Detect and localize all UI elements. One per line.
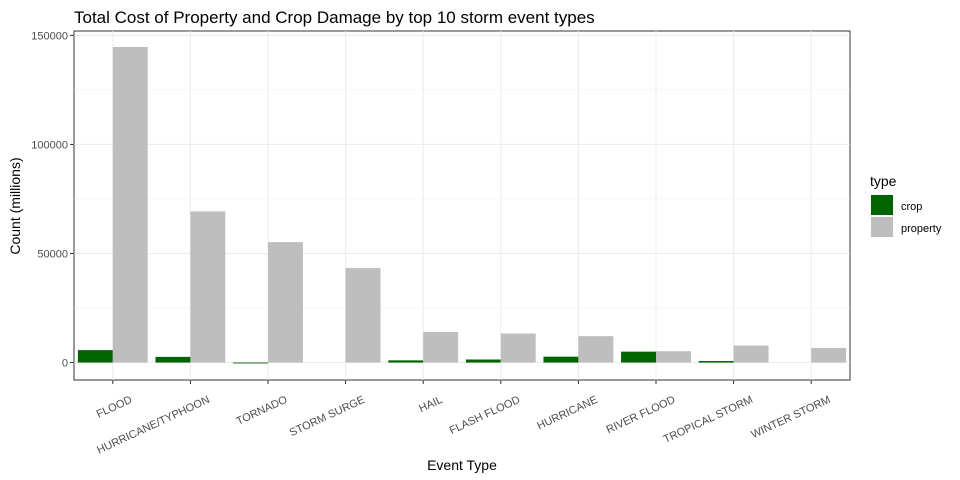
x-axis-title: Event Type: [427, 457, 497, 473]
bar-crop: [155, 356, 191, 363]
y-tick-label: 50000: [37, 248, 68, 260]
legend-label-property: property: [901, 223, 942, 235]
bar-property: [656, 351, 691, 363]
x-tick-label: STORM SURGE: [288, 394, 367, 439]
bar-property: [190, 211, 226, 363]
bar-property: [345, 268, 381, 363]
y-axis-title: Count (millions): [7, 157, 23, 254]
x-tick-label: FLOOD: [95, 394, 134, 421]
y-tick-label: 0: [62, 358, 68, 370]
bar-crop: [621, 351, 656, 363]
x-tick-label: RIVER FLOOD: [605, 394, 678, 436]
chart-title: Total Cost of Property and Crop Damage b…: [74, 8, 595, 27]
bar-crop: [77, 350, 113, 363]
bar-property: [733, 345, 769, 363]
legend-label-crop: crop: [901, 201, 922, 213]
y-axis: 0 50000 100000 150000: [31, 30, 74, 370]
bar-property: [112, 46, 148, 363]
x-tick-label: WINTER STORM: [749, 394, 832, 441]
bar-property: [578, 336, 614, 363]
bars: [77, 46, 847, 364]
x-tick-label: TORNADO: [235, 394, 290, 428]
legend-title: type: [870, 173, 897, 189]
bar-property: [811, 347, 847, 363]
bar-crop: [465, 359, 501, 363]
y-tick-label: 100000: [31, 139, 68, 151]
bar-property: [268, 242, 303, 363]
gridlines: [74, 31, 850, 380]
legend: type crop property: [870, 173, 942, 237]
bar-crop: [698, 361, 734, 363]
bar-crop: [388, 360, 424, 363]
x-tick-label: HURRICANE: [535, 394, 599, 433]
legend-key-crop: [871, 195, 893, 215]
bar-crop: [543, 356, 579, 363]
x-tick-label: HAIL: [417, 394, 444, 415]
bar-crop: [233, 362, 268, 364]
bar-property: [423, 332, 459, 363]
y-tick-label: 150000: [31, 30, 68, 42]
legend-key-property: [871, 217, 893, 237]
x-tick-label: FLASH FLOOD: [448, 394, 522, 437]
bar-property: [500, 333, 536, 363]
